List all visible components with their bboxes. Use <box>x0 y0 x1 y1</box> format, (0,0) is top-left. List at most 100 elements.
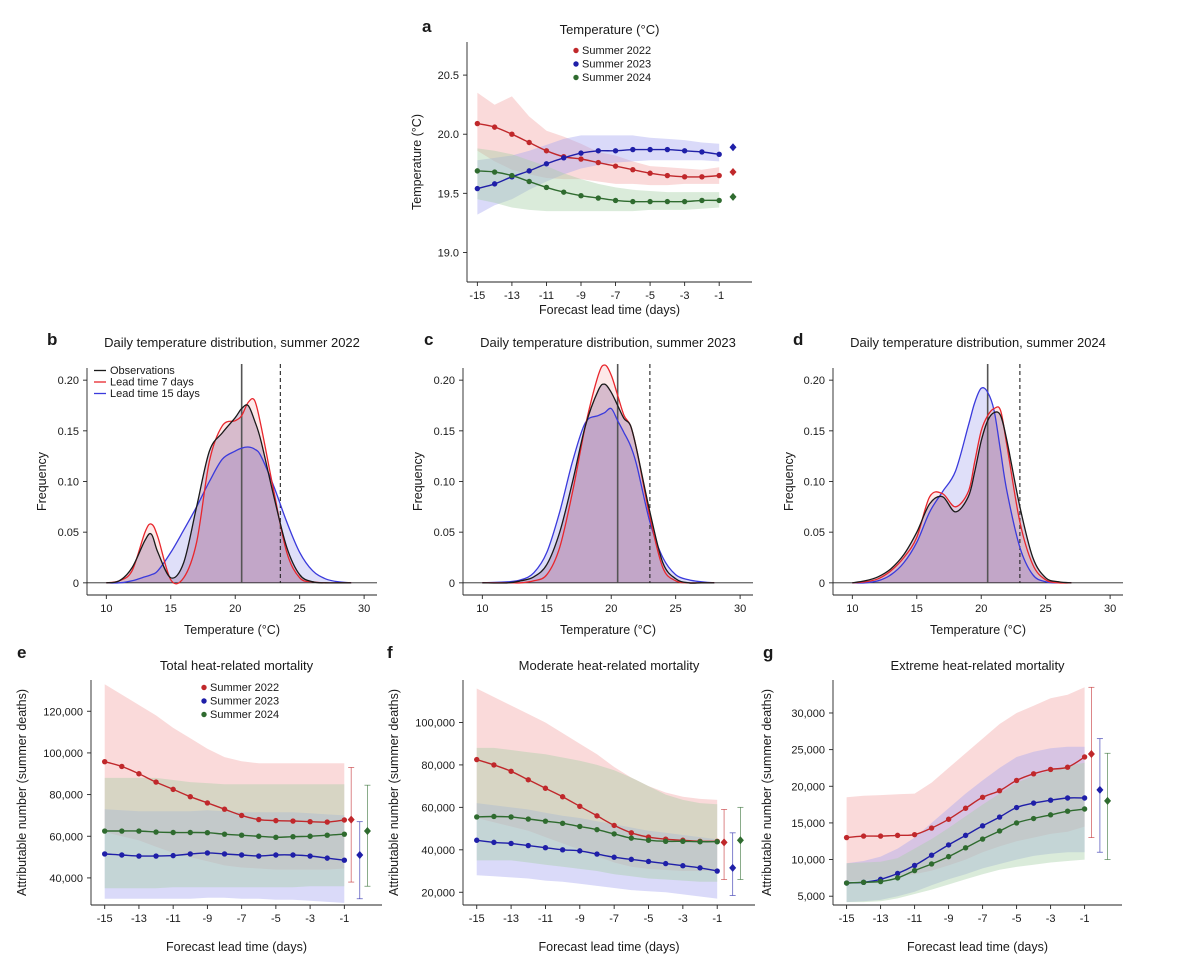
y-tick-label: 0.15 <box>58 426 79 438</box>
data-point-summer-2023 <box>543 161 550 167</box>
data-point-summer-2023 <box>911 862 918 869</box>
data-point-summer-2024 <box>474 814 480 820</box>
data-point-summer-2024 <box>645 837 652 843</box>
data-point-summer-2022 <box>681 174 688 180</box>
data-point-summer-2022 <box>187 793 193 800</box>
data-point-summer-2022 <box>877 833 884 839</box>
data-point-summer-2024 <box>119 828 125 834</box>
legend-marker <box>573 74 579 81</box>
data-point-summer-2022 <box>324 819 330 825</box>
panel-title: Moderate heat-related mortality <box>519 658 700 673</box>
data-point-summer-2023 <box>561 155 567 161</box>
data-point-summer-2024 <box>699 197 705 204</box>
data-point-summer-2023 <box>238 852 245 858</box>
data-point-summer-2024 <box>662 838 669 845</box>
data-point-summer-2024 <box>136 828 142 834</box>
data-point-summer-2022 <box>341 817 348 823</box>
y-tick-label: 0.05 <box>804 527 825 539</box>
data-point-summer-2022 <box>962 805 969 811</box>
x-tick-label: -5 <box>1012 913 1022 925</box>
y-tick-label: 19.5 <box>438 188 459 200</box>
y-axis-label: Temperature (°C) <box>410 114 424 210</box>
x-tick-label: -1 <box>712 913 722 925</box>
data-point-summer-2024 <box>526 178 532 185</box>
legend-label: Lead time 15 days <box>110 388 200 400</box>
x-axis-label: Forecast lead time (days) <box>539 303 680 317</box>
data-point-summer-2024 <box>612 197 619 204</box>
data-point-summer-2022 <box>911 831 918 838</box>
data-point-summer-2024 <box>559 820 566 826</box>
data-point-summer-2022 <box>119 763 125 770</box>
x-tick-label: 10 <box>846 603 858 615</box>
data-point-summer-2023 <box>153 853 159 859</box>
legend-marker <box>201 684 207 691</box>
x-tick-label: -13 <box>873 913 889 925</box>
y-tick-label: 20,000 <box>421 887 455 899</box>
y-tick-label: 0.20 <box>434 375 455 387</box>
y-tick-label: 0.05 <box>58 527 79 539</box>
x-tick-label: 20 <box>229 603 241 615</box>
data-point-summer-2022 <box>630 166 636 173</box>
x-tick-label: 15 <box>541 603 553 615</box>
y-tick-label: 5,000 <box>797 891 825 903</box>
data-point-summer-2022 <box>611 822 617 829</box>
uncertainty-band-summer-2024 <box>477 148 720 212</box>
data-point-summer-2022 <box>525 777 531 783</box>
y-tick-label: 0.20 <box>58 375 79 387</box>
x-tick-label: -5 <box>644 913 654 925</box>
y-axis-label: Attributable number (summer deaths) <box>760 689 774 896</box>
x-tick-label: -1 <box>1080 913 1090 925</box>
data-point-summer-2024 <box>647 198 653 205</box>
x-tick-label: -11 <box>539 290 554 302</box>
y-tick-label: 0.10 <box>804 477 825 489</box>
data-point-summer-2022 <box>996 787 1003 794</box>
data-point-summer-2022 <box>594 813 600 819</box>
density-curve-lead-time-7-days <box>482 364 715 584</box>
y-tick-label: 80,000 <box>421 760 455 772</box>
data-point-summer-2023 <box>699 149 705 155</box>
x-tick-label: 20 <box>975 603 987 615</box>
density-curve-lead-time-15-days <box>852 387 1072 584</box>
data-point-summer-2023 <box>928 852 935 858</box>
data-point-summer-2023 <box>1064 795 1071 801</box>
data-point-summer-2023 <box>525 842 531 849</box>
observed-marker-summer-2024 <box>729 192 737 201</box>
data-point-summer-2022 <box>979 794 986 800</box>
x-tick-label: -7 <box>237 913 247 925</box>
data-point-summer-2024 <box>843 880 850 886</box>
observed-marker-summer-2022 <box>347 815 355 824</box>
panel-g: -15 -13 -11 -9 -7 -5 -3 -1 5,000 10,000 15,000 20,0… <box>760 643 1122 954</box>
data-point-summer-2023 <box>996 814 1003 820</box>
panel-title: Daily temperature distribution, summer 2… <box>850 335 1106 350</box>
data-point-summer-2022 <box>578 156 584 162</box>
y-axis-label: Attributable number (summer deaths) <box>387 689 401 896</box>
data-point-summer-2023 <box>680 863 686 869</box>
x-tick-label: 15 <box>165 603 177 615</box>
x-tick-label: -13 <box>504 290 520 302</box>
data-point-summer-2024 <box>962 845 969 851</box>
y-axis-label: Frequency <box>411 451 425 511</box>
observed-marker-summer-2023 <box>1096 785 1104 794</box>
x-tick-label: -3 <box>680 290 690 302</box>
legend-label: Summer 2023 <box>210 696 279 708</box>
observed-marker-summer-2024 <box>1104 796 1112 805</box>
data-point-summer-2024 <box>101 828 108 834</box>
x-axis-label: Forecast lead time (days) <box>907 940 1048 954</box>
data-point-summer-2022 <box>647 170 653 176</box>
y-axis-label: Frequency <box>782 451 796 511</box>
x-axis-label: Temperature (°C) <box>930 623 1026 637</box>
data-point-summer-2023 <box>662 860 669 867</box>
data-point-summer-2024 <box>491 813 497 820</box>
panel-title: Daily temperature distribution, summer 2… <box>104 335 360 350</box>
legend-label: Summer 2022 <box>210 682 279 694</box>
data-point-summer-2024 <box>1047 812 1054 818</box>
data-point-summer-2023 <box>714 868 720 874</box>
data-point-summer-2023 <box>612 148 619 154</box>
x-tick-label: -13 <box>503 913 519 925</box>
data-point-summer-2024 <box>170 829 176 836</box>
observed-marker-summer-2022 <box>729 168 737 177</box>
data-point-summer-2024 <box>894 875 901 881</box>
data-point-summer-2022 <box>204 800 211 806</box>
data-point-summer-2024 <box>594 826 600 833</box>
data-point-summer-2024 <box>290 833 296 840</box>
